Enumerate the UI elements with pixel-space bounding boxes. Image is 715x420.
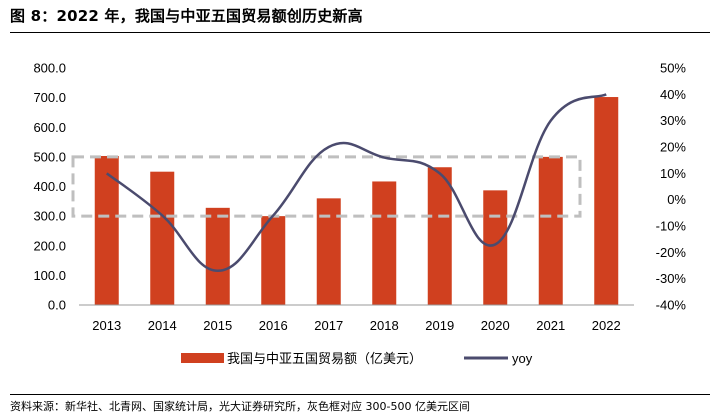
x-tick-label: 2019	[425, 318, 454, 333]
x-tick-label: 2021	[536, 318, 565, 333]
left-tick-label: 0.0	[48, 298, 66, 313]
bar-2017	[316, 198, 341, 305]
x-tick-label: 2020	[481, 318, 510, 333]
bar-series	[94, 97, 619, 305]
legend-swatch-bar	[181, 353, 224, 363]
yoy-line	[105, 93, 607, 273]
right-axis: -40% -30% -20% -10% 0% 10% 20% 30% 40% 50%	[656, 61, 687, 313]
right-tick-label: 30%	[660, 113, 686, 128]
right-tick-label: 0%	[667, 192, 686, 207]
right-tick-label: -10%	[656, 219, 687, 234]
right-tick-label: -20%	[656, 245, 687, 260]
footer-rule	[10, 394, 710, 395]
left-tick-label: 200.0	[33, 238, 66, 253]
bar-2021	[538, 156, 563, 305]
chart-area: 0.0 100.0 200.0 300.0 400.0 500.0 600.0 700.0 80…	[33, 61, 687, 367]
left-tick-label: 400.0	[33, 179, 66, 194]
left-axis: 0.0 100.0 200.0 300.0 400.0 500.0 600.0 700.0 80…	[33, 61, 66, 313]
bar-2015	[205, 207, 230, 305]
chart-title: 图 8：2022 年，我国与中亚五国贸易额创历史新高	[10, 7, 363, 25]
bar-2019	[427, 167, 452, 305]
x-tick-label: 2018	[370, 318, 399, 333]
right-tick-label: 50%	[660, 61, 686, 76]
left-tick-label: 800.0	[33, 61, 66, 76]
right-tick-label: 40%	[660, 87, 686, 102]
left-tick-label: 700.0	[33, 90, 66, 105]
legend: 我国与中亚五国贸易额（亿美元） yoy	[181, 351, 533, 366]
x-tick-label: 2014	[148, 318, 177, 333]
x-tick-label: 2022	[592, 318, 621, 333]
source-note: 资料来源：新华社、北青网、国家统计局，光大证券研究所，灰色框对应 300-500…	[10, 400, 470, 413]
bar-2013	[94, 155, 119, 305]
bar-2022	[594, 97, 619, 305]
bar-2018	[372, 181, 397, 305]
x-tick-label: 2013	[92, 318, 121, 333]
left-tick-label: 300.0	[33, 209, 66, 224]
legend-label-bar: 我国与中亚五国贸易额（亿美元）	[227, 351, 422, 366]
right-tick-label: -40%	[656, 298, 687, 313]
left-tick-label: 100.0	[33, 268, 66, 283]
x-tick-label: 2017	[314, 318, 343, 333]
highlight-box-300-500	[71, 155, 582, 218]
bar-2014	[150, 171, 175, 305]
x-tick-label: 2016	[259, 318, 288, 333]
x-axis: 2013 2014 2015 2016 2017 2018 2019 2020 2021 2022	[92, 318, 620, 333]
bar-2020	[483, 190, 508, 305]
x-tick-label: 2015	[203, 318, 232, 333]
legend-label-line: yoy	[512, 351, 533, 366]
right-tick-label: 20%	[660, 140, 686, 155]
left-tick-label: 600.0	[33, 120, 66, 135]
title-rule	[10, 32, 710, 33]
right-tick-label: -30%	[656, 271, 687, 286]
right-tick-label: 10%	[660, 166, 686, 181]
left-tick-label: 500.0	[33, 149, 66, 164]
bar-2016	[261, 216, 286, 305]
